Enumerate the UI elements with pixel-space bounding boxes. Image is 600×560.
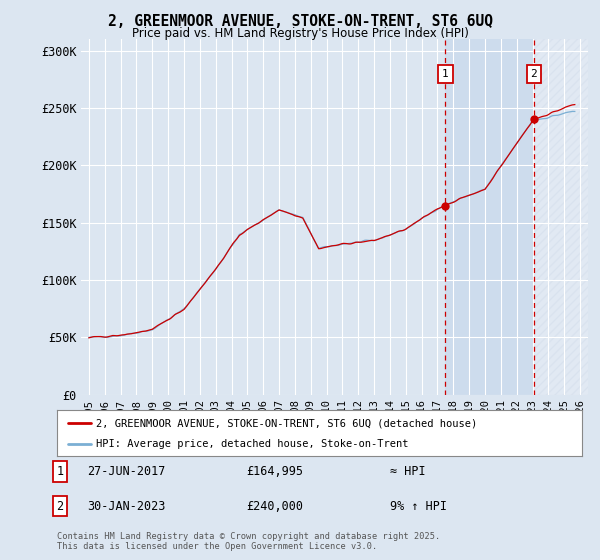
Text: HPI: Average price, detached house, Stoke-on-Trent: HPI: Average price, detached house, Stok… (97, 438, 409, 449)
Text: 2: 2 (530, 69, 537, 78)
Text: 1: 1 (442, 69, 449, 78)
Text: 2: 2 (56, 500, 64, 512)
Text: ≈ HPI: ≈ HPI (390, 465, 425, 478)
Text: £164,995: £164,995 (246, 465, 303, 478)
Text: 1: 1 (56, 465, 64, 478)
Text: 2, GREENMOOR AVENUE, STOKE-ON-TRENT, ST6 6UQ: 2, GREENMOOR AVENUE, STOKE-ON-TRENT, ST6… (107, 14, 493, 29)
Bar (445, 39, 534, 395)
Text: 30-JAN-2023: 30-JAN-2023 (87, 500, 166, 512)
Text: £240,000: £240,000 (246, 500, 303, 512)
Text: 27-JUN-2017: 27-JUN-2017 (87, 465, 166, 478)
Text: Price paid vs. HM Land Registry's House Price Index (HPI): Price paid vs. HM Land Registry's House … (131, 27, 469, 40)
Text: 2, GREENMOOR AVENUE, STOKE-ON-TRENT, ST6 6UQ (detached house): 2, GREENMOOR AVENUE, STOKE-ON-TRENT, ST6… (97, 418, 478, 428)
Bar (534, 39, 596, 395)
Text: 9% ↑ HPI: 9% ↑ HPI (390, 500, 447, 512)
Text: Contains HM Land Registry data © Crown copyright and database right 2025.
This d: Contains HM Land Registry data © Crown c… (57, 532, 440, 552)
